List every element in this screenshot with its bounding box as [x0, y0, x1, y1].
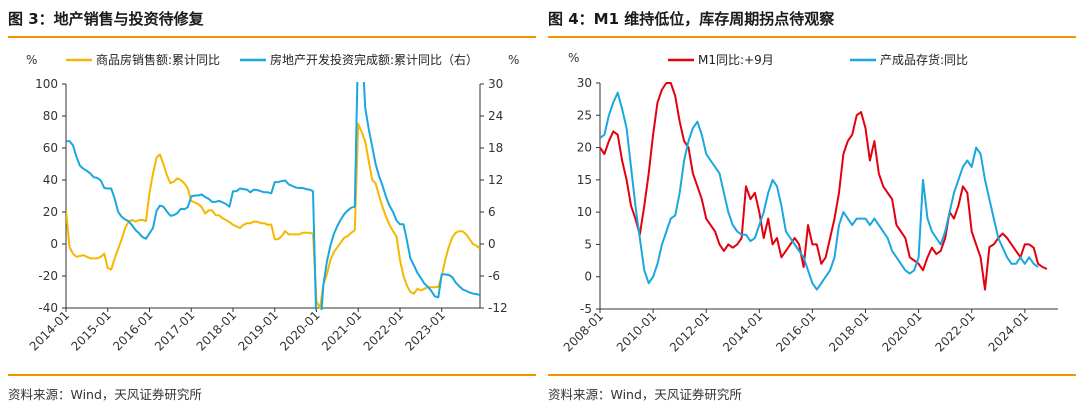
- x-tick-label: 2020-01: [879, 309, 924, 354]
- y-tick-label-left: 0: [584, 270, 592, 284]
- title-rule: [548, 36, 1076, 38]
- title-rule: [8, 36, 536, 38]
- x-tick-label: 2017-01: [152, 308, 197, 353]
- y-tick-label-left: 25: [577, 108, 592, 122]
- source-note: 资料来源：Wind，天风证券研究所: [8, 387, 202, 402]
- series-line-1: [600, 82, 1048, 291]
- y-tick-label-left: -20: [38, 269, 58, 283]
- y-tick-label-right: 24: [488, 109, 503, 123]
- source-rule: [548, 374, 1076, 376]
- x-tick-label: 2019-01: [236, 308, 281, 353]
- series-line-2: [66, 82, 480, 310]
- y-tick-label-right: -6: [488, 269, 500, 283]
- legend-label-1: 商品房销售额:累计同比: [96, 52, 220, 67]
- x-tick-label: 2014-01: [720, 309, 765, 354]
- chart-title: 图 3：地产销售与投资待修复: [8, 10, 204, 28]
- y-tick-label-left: 10: [577, 205, 592, 219]
- y-tick-label-left: 40: [43, 173, 58, 187]
- legend-label-2: 产成品存货:同比: [880, 52, 968, 67]
- y-tick-label-right: 30: [488, 77, 503, 91]
- y-tick-label-left: 20: [43, 205, 58, 219]
- y-unit-left: %: [568, 51, 579, 65]
- y-tick-label-right: 6: [488, 205, 496, 219]
- y-tick-label-left: 60: [43, 141, 58, 155]
- chart-canvas: % % -40 -20 0 20 40 60 80 100 -12 -6 0 6 12 18 24 30 2014-…: [26, 52, 519, 354]
- y-unit-left: %: [26, 53, 37, 67]
- x-tick-label: 2020-01: [277, 308, 322, 353]
- x-tick-label: 2014-01: [27, 308, 72, 353]
- x-tick-label: 2012-01: [667, 309, 712, 354]
- y-unit-right: %: [508, 53, 519, 67]
- source-note: 资料来源：Wind，天风证券研究所: [548, 387, 742, 402]
- x-tick-label: 2022-01: [932, 309, 977, 354]
- chart-panel-2: 图 4：M1 维持低位，库存周期拐点待观察 % -5 0 5 10 15 20 25 30 200…: [548, 0, 1076, 416]
- y-tick-label-left: 100: [35, 77, 58, 91]
- x-tick-label: 2024-01: [986, 309, 1031, 354]
- y-tick-label-left: 80: [43, 109, 58, 123]
- x-tick-label: 2018-01: [826, 309, 871, 354]
- x-tick-label: 2021-01: [319, 308, 364, 353]
- x-tick-label: 2008-01: [561, 309, 606, 354]
- y-tick-label-left: -40: [38, 301, 58, 315]
- series-line-1: [66, 123, 480, 309]
- legend-label-1: M1同比:+9月: [698, 53, 774, 67]
- x-tick-label: 2022-01: [361, 308, 406, 353]
- y-tick-label-right: 18: [488, 141, 503, 155]
- y-tick-label-left: 0: [50, 237, 58, 251]
- series-group: [600, 82, 1048, 291]
- x-tick-label: 2015-01: [69, 308, 114, 353]
- series-group: [66, 82, 480, 310]
- legend-label-2: 房地产开发投资完成额:累计同比（右）: [270, 52, 478, 67]
- y-tick-label-left: 15: [577, 173, 592, 187]
- y-tick-label-left: 5: [584, 237, 592, 251]
- x-tick-label: 2023-01: [402, 308, 447, 353]
- x-tick-label: 2010-01: [614, 309, 659, 354]
- x-tick-label: 2016-01: [773, 309, 818, 354]
- chart-canvas: % -5 0 5 10 15 20 25 30 2008-01 2010-01 2012-01 2014…: [561, 51, 1058, 355]
- chart-panel-1: 图 3：地产销售与投资待修复 %% -40 -20 0 20 40 60 80 100 -12 -6…: [8, 0, 536, 416]
- y-tick-label-left: -5: [580, 302, 592, 316]
- y-tick-label-right: 12: [488, 173, 503, 187]
- series-line-2: [600, 91, 1039, 291]
- y-tick-label-right: -12: [488, 301, 508, 315]
- chart-title: 图 4：M1 维持低位，库存周期拐点待观察: [548, 10, 835, 28]
- x-tick-label: 2018-01: [194, 308, 239, 353]
- x-tick-label: 2016-01: [110, 308, 155, 353]
- y-tick-label-left: 30: [577, 76, 592, 90]
- source-rule: [8, 374, 536, 376]
- y-tick-label-right: 0: [488, 237, 496, 251]
- y-tick-label-left: 20: [577, 141, 592, 155]
